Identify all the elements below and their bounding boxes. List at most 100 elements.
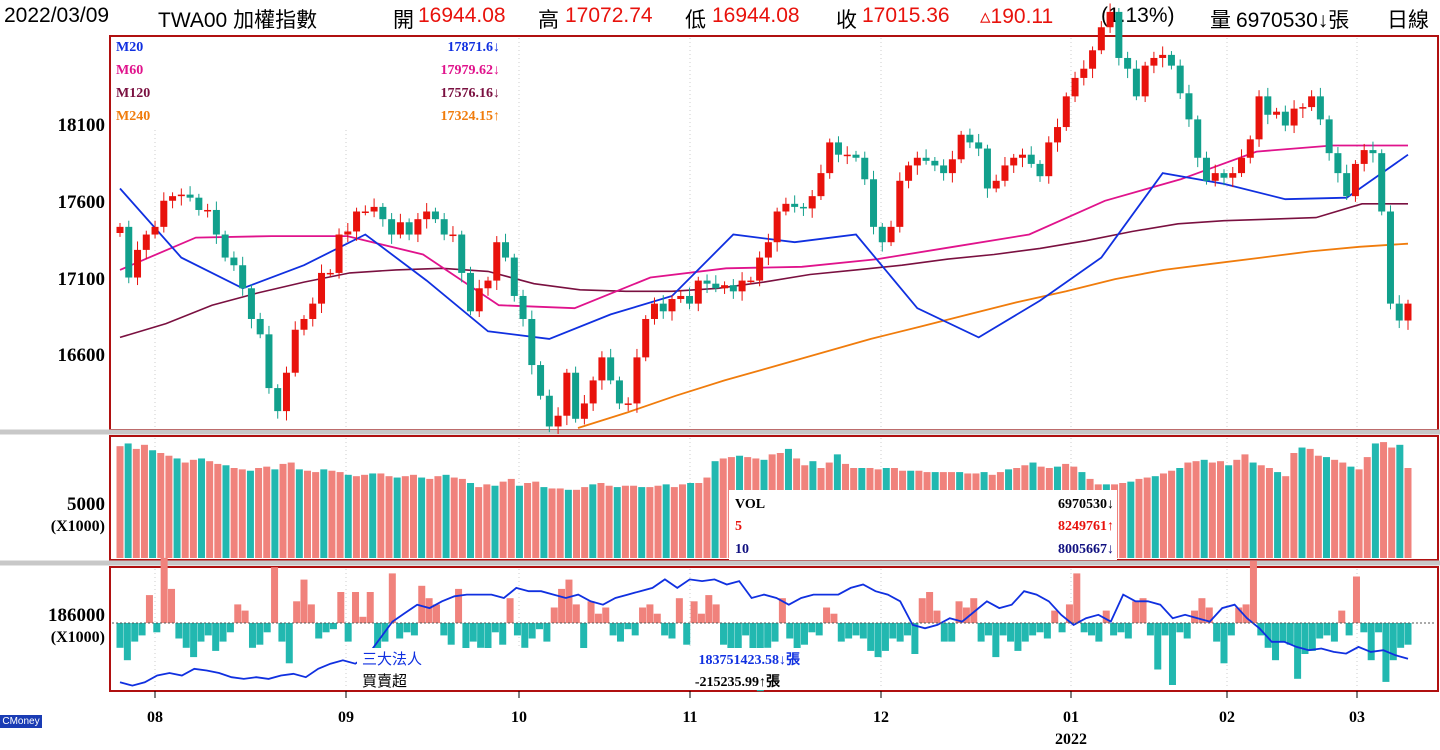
volume-bar: [1274, 472, 1282, 558]
netbuy-bar: [624, 623, 632, 630]
netbuy-bar: [889, 623, 897, 639]
volume-bar: [1396, 444, 1404, 558]
netbuy-bar: [219, 623, 227, 642]
netbuy-bar: [911, 623, 919, 654]
candle-body: [335, 234, 343, 273]
netbuy-bar: [1065, 604, 1073, 623]
volume-bar: [271, 469, 279, 558]
netbuy-bar: [594, 613, 602, 623]
volume-bar: [1159, 473, 1167, 558]
candle-body: [1202, 157, 1210, 181]
candle-body: [729, 285, 737, 292]
candle-body: [878, 226, 886, 243]
candle-body: [353, 211, 361, 232]
candle-body: [1018, 154, 1026, 158]
open-label: 開: [393, 9, 414, 32]
candle-body: [186, 194, 194, 198]
candle-body: [773, 211, 781, 243]
volume-bar: [1282, 476, 1290, 558]
volume-y-tick: 5000: [67, 494, 105, 515]
netbuy-bar: [771, 623, 779, 642]
candle-body: [843, 154, 851, 157]
netbuy-bar: [293, 601, 301, 623]
x-tick-month: 01: [1063, 709, 1079, 726]
netbuy-bar: [352, 592, 360, 623]
netbuy-bar: [1132, 601, 1140, 623]
candle-body: [940, 165, 948, 174]
netbuy-bar: [1014, 623, 1022, 651]
netbuy-bar: [727, 623, 735, 651]
institutional-panel-frame: [109, 566, 1439, 692]
netbuy-bar: [948, 623, 956, 642]
candle-body: [484, 280, 492, 289]
netbuy-bar: [1323, 623, 1331, 636]
ma-line-m120: [119, 203, 1408, 339]
candle-body: [1404, 303, 1412, 321]
volume-bar: [662, 484, 670, 558]
netbuy-bar: [1220, 623, 1228, 664]
volume-bar: [630, 485, 638, 558]
netbuy-bar: [241, 610, 249, 623]
change-value: ▵190.11: [980, 5, 1054, 28]
candle-body: [1124, 57, 1132, 69]
netbuy-bar: [1117, 623, 1125, 633]
netbuy-bar: [1352, 576, 1360, 623]
netbuy-bar: [793, 623, 801, 654]
netbuy-bar: [609, 623, 617, 636]
candle-body: [554, 415, 562, 427]
netbuy-bar: [926, 592, 934, 623]
ma-legend-box: [112, 38, 504, 128]
netbuy-bar: [212, 623, 220, 651]
candle-body: [782, 203, 790, 212]
volume-bar: [1217, 461, 1225, 558]
candle-body: [563, 372, 571, 416]
netbuy-bar: [366, 592, 374, 623]
candle-body: [1141, 65, 1149, 97]
netbuy-bar: [837, 623, 845, 642]
netbuy-bar: [131, 623, 139, 642]
netbuy-bar: [271, 567, 279, 623]
netbuy-bar: [477, 623, 485, 648]
volume-bar: [1168, 470, 1176, 558]
candle-body: [1054, 127, 1062, 143]
candle-body: [1045, 142, 1053, 177]
candle-body: [607, 357, 615, 381]
candle-body: [1264, 96, 1272, 115]
netbuy-bar: [278, 623, 286, 642]
candle-body: [510, 257, 518, 296]
candle-body: [1080, 68, 1088, 78]
candle-body: [1071, 77, 1079, 97]
volume-bar: [124, 443, 132, 558]
candle-body: [572, 372, 580, 419]
netbuy-bar: [1227, 623, 1235, 636]
candle-body: [493, 242, 501, 281]
legend-m240-value: 17324.15↑: [441, 109, 501, 124]
netbuy-bar: [1264, 623, 1272, 648]
netbuy-bar: [690, 601, 698, 623]
volume-bar: [532, 481, 540, 558]
candle-body: [466, 272, 474, 312]
volume-bar: [483, 484, 491, 558]
netbuy-bar: [263, 623, 271, 633]
netbuy-bar: [182, 623, 190, 648]
volume-bar: [540, 487, 548, 558]
candle-body: [458, 234, 466, 273]
volume-bar: [230, 468, 238, 558]
candle-body: [1027, 154, 1035, 164]
netbuy-bar: [145, 595, 153, 623]
candle-body: [966, 134, 974, 143]
netbuy-bar: [683, 623, 691, 645]
volume-bar: [1347, 466, 1355, 558]
netbuy-bar: [536, 623, 544, 630]
netbuy-bar: [1249, 561, 1257, 623]
volume-bar: [687, 483, 695, 558]
y-tick: 16600: [58, 345, 106, 366]
netbuy-bar: [1029, 623, 1037, 636]
candle-body: [125, 226, 133, 278]
volume-bar: [1331, 459, 1339, 558]
netbuy-bar: [1360, 623, 1368, 633]
netbuy-bar: [1021, 623, 1029, 642]
candle-body: [537, 365, 545, 396]
netbuy-bar: [867, 623, 875, 651]
